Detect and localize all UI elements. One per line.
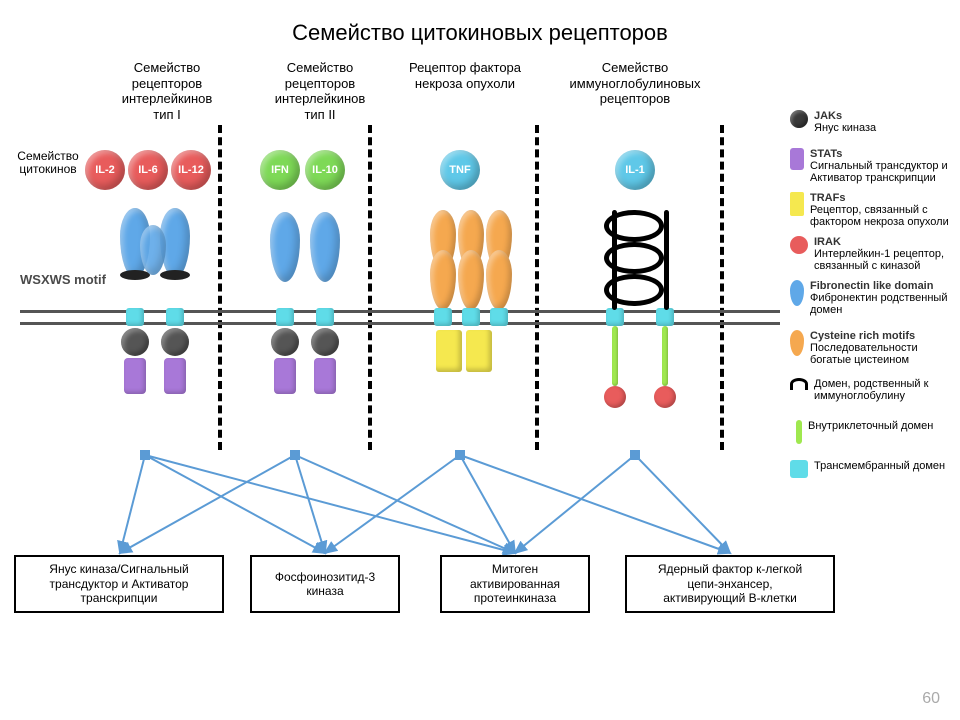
col3-traf-0 <box>436 330 462 372</box>
legend-icon-tm <box>790 460 808 478</box>
legend-text-7: Внутриклеточный домен <box>808 420 933 432</box>
col2-tm-0 <box>276 308 294 326</box>
legend-text-0: JAKsЯнус киназа <box>814 110 876 134</box>
arrow-c1-p3 <box>145 455 515 553</box>
arrow-c3-p2 <box>325 455 460 553</box>
cytokine-IFN: IFN <box>260 150 300 190</box>
arrow-c2-p3 <box>295 455 515 553</box>
cytokine-IL-10: IL-10 <box>305 150 345 190</box>
legend-text-4: Fibronectin like domainФибронектин родст… <box>810 280 947 316</box>
col3-cys-b-2 <box>486 250 512 310</box>
page-number: 60 <box>922 690 940 708</box>
legend-icon-stat <box>790 148 804 170</box>
col1-tm-1 <box>166 308 184 326</box>
col3-cys-b-1 <box>458 250 484 310</box>
divider-0 <box>218 125 222 450</box>
legend-icon-jak <box>790 110 808 128</box>
legend-icon-cys <box>790 330 804 356</box>
col1-jak-0 <box>121 328 149 356</box>
col3-tm-2 <box>490 308 508 326</box>
arrow-c3-p3 <box>460 455 515 553</box>
col1-motif-1 <box>160 270 190 280</box>
pathway-box-1: Фосфоинозитид-3 киназа <box>250 555 400 613</box>
col4-intra-0 <box>612 326 618 386</box>
divider-3 <box>720 125 724 450</box>
legend-item-7: Внутриклеточный домен <box>790 420 955 444</box>
divider-1 <box>368 125 372 450</box>
cytokine-IL-6: IL-6 <box>128 150 168 190</box>
col2-stat-0 <box>274 358 296 394</box>
arrow-c2-p1 <box>120 455 295 553</box>
pathway-box-3: Ядерный фактор к-легкой цепи-энхансер, а… <box>625 555 835 613</box>
col4-tm-1 <box>656 308 674 326</box>
legend-text-2: TRAFsРецептор, связанный с фактором некр… <box>810 192 949 228</box>
divider-2 <box>535 125 539 450</box>
arrow-anchor-c2 <box>290 450 300 460</box>
arrow-c3-p4 <box>460 455 730 553</box>
legend-icon-traf <box>790 192 804 216</box>
arrow-anchor-c4 <box>630 450 640 460</box>
legend-icon-ig <box>790 378 808 390</box>
legend-item-3: IRAKИнтерлейкин-1 рецептор, связанный с … <box>790 236 955 272</box>
col2-fibro-0 <box>270 212 300 282</box>
col2-jak-1 <box>311 328 339 356</box>
legend-item-6: Домен, родственный к иммуноглобулину <box>790 378 955 402</box>
col4-tm-0 <box>606 308 624 326</box>
col2-tm-1 <box>316 308 334 326</box>
wsxws-motif-label: WSXWS motif <box>20 272 106 287</box>
legend-text-1: STATsСигнальный трансдуктор и Активатор … <box>810 148 948 184</box>
column-title-0: Семейство рецепторов интерлейкинов тип I <box>92 60 242 122</box>
col1-stat-0 <box>124 358 146 394</box>
col3-tm-0 <box>434 308 452 326</box>
legend-text-6: Домен, родственный к иммуноглобулину <box>814 378 928 402</box>
arrow-c2-p2 <box>295 455 325 553</box>
arrow-anchor-c3 <box>455 450 465 460</box>
legend-item-4: Fibronectin like domainФибронектин родст… <box>790 280 955 316</box>
col1-stat-1 <box>164 358 186 394</box>
col2-jak-0 <box>271 328 299 356</box>
cytokine-IL-12: IL-12 <box>171 150 211 190</box>
legend-text-3: IRAKИнтерлейкин-1 рецептор, связанный с … <box>814 236 944 272</box>
col4-stem-1 <box>664 210 669 310</box>
legend-icon-irak <box>790 236 808 254</box>
column-title-3: Семейство иммуноглобулиновых рецепторов <box>560 60 710 107</box>
legend-item-1: STATsСигнальный трансдуктор и Активатор … <box>790 148 955 184</box>
cytokine-IL-1: IL-1 <box>615 150 655 190</box>
legend-item-5: Cysteine rich motifsПоследовательности б… <box>790 330 955 366</box>
col1-jak-1 <box>161 328 189 356</box>
main-title: Семейство цитокиновых рецепторов <box>0 20 960 46</box>
legend-icon-fibro <box>790 280 804 306</box>
arrow-anchor-c1 <box>140 450 150 460</box>
col3-traf-1 <box>466 330 492 372</box>
col1-fibro-mid <box>140 225 166 275</box>
legend-text-8: Трансмембранный домен <box>814 460 945 472</box>
cytokine-IL-2: IL-2 <box>85 150 125 190</box>
legend-item-0: JAKsЯнус киназа <box>790 110 955 134</box>
col2-stat-1 <box>314 358 336 394</box>
col1-motif-0 <box>120 270 150 280</box>
pathway-box-2: Митоген активированная протеинкиназа <box>440 555 590 613</box>
column-title-2: Рецептор фактора некроза опухоли <box>390 60 540 91</box>
arrow-c4-p4 <box>635 455 730 553</box>
col2-fibro-1 <box>310 212 340 282</box>
legend-text-5: Cysteine rich motifsПоследовательности б… <box>810 330 918 366</box>
arrow-c1-p1 <box>120 455 145 553</box>
arrow-c4-p3 <box>515 455 635 553</box>
legend-item-8: Трансмембранный домен <box>790 460 955 478</box>
col3-cys-b-0 <box>430 250 456 310</box>
col4-stem-0 <box>612 210 617 310</box>
col4-irak-1 <box>654 386 676 408</box>
column-title-1: Семейство рецепторов интерлейкинов тип I… <box>245 60 395 122</box>
col4-irak-0 <box>604 386 626 408</box>
col3-tm-1 <box>462 308 480 326</box>
cytokine-TNF: TNF <box>440 150 480 190</box>
side-family-label: Семейство цитокинов <box>8 150 88 176</box>
col1-tm-0 <box>126 308 144 326</box>
legend-item-2: TRAFsРецептор, связанный с фактором некр… <box>790 192 955 228</box>
col4-intra-1 <box>662 326 668 386</box>
legend-icon-intra <box>796 420 802 444</box>
pathway-box-0: Янус киназа/Сигнальный трансдуктор и Акт… <box>14 555 224 613</box>
arrow-c1-p2 <box>145 455 325 553</box>
